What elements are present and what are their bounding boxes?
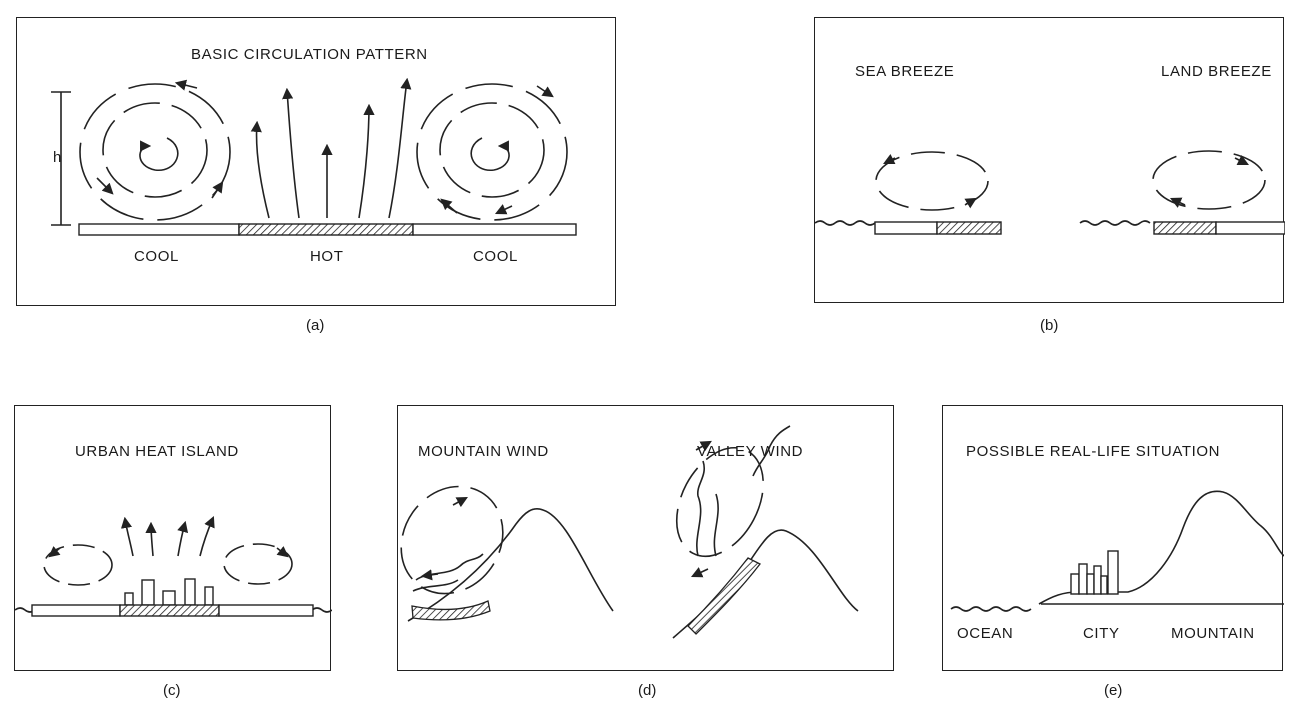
valley-wind-plume-3 <box>713 493 719 557</box>
caption-c: (c) <box>163 682 181 699</box>
valley-wind-plume-1 <box>752 425 791 477</box>
left-mountain-outline <box>407 508 614 622</box>
left-vortex-arrow-3 <box>211 181 224 199</box>
valley-wind-arrow-2 <box>690 567 709 578</box>
mountain-wind-arrow-1 <box>452 496 468 508</box>
panel-title: BASIC CIRCULATION PATTERN <box>191 46 428 63</box>
ocean-waves <box>950 606 1032 612</box>
left-vortex-arrow-2 <box>174 79 198 91</box>
mountain-wind-flow-2 <box>412 579 459 592</box>
valley-wind-plume-2 <box>696 460 705 557</box>
mountain-wind-slope-hatch <box>411 600 491 621</box>
cool-label-left: COOL <box>134 248 179 265</box>
valley-wind-slope-hatch <box>687 557 761 635</box>
urban-ground-right <box>218 604 314 617</box>
sea-land-breeze-diagram <box>815 150 1285 235</box>
hot-label: HOT <box>310 248 344 265</box>
rising-arrow-4 <box>358 103 375 219</box>
panel-real-life-situation: POSSIBLE REAL-LIFE SITUATION OCEAN CITY … <box>942 405 1284 671</box>
mountain-wind-title: MOUNTAIN WIND <box>418 443 549 460</box>
cool-ground-right <box>412 223 577 236</box>
right-vortex-arrow-3 <box>494 204 513 215</box>
sea-breeze-water-strip <box>874 221 938 235</box>
sea-breeze-land-strip <box>936 221 1002 235</box>
panel-mountain-valley-wind: MOUNTAIN WIND VALLEY WIND <box>397 405 894 671</box>
urban-water-right <box>311 607 332 613</box>
height-label: h <box>53 149 62 166</box>
caption-e: (e) <box>1104 682 1123 699</box>
land-breeze-land-strip <box>1215 221 1285 235</box>
urban-heat-island-title: URBAN HEAT ISLAND <box>75 443 239 460</box>
rising-arrow-1 <box>250 120 270 219</box>
left-vortex-arrow-1 <box>96 177 114 195</box>
sea-breeze-arrow-1 <box>882 153 896 165</box>
left-vortex-middle <box>102 102 208 198</box>
city-label: CITY <box>1083 625 1120 642</box>
sea-breeze-arrow-2 <box>964 197 977 209</box>
valley-wind-title: VALLEY WIND <box>697 443 804 460</box>
panel-basic-circulation: BASIC CIRCULATION PATTERN h COOL HOT COO… <box>16 17 616 306</box>
left-vortex-outer <box>79 83 231 221</box>
urban-left-loop <box>43 544 113 586</box>
basic-circulation-diagram <box>51 77 577 236</box>
panel-urban-heat-island: URBAN HEAT ISLAND <box>14 405 332 671</box>
urban-city-ground <box>119 604 220 617</box>
right-vortex-outer <box>416 83 568 221</box>
land-breeze-loop <box>1152 150 1266 210</box>
panel-sea-land-breeze: SEA BREEZE LAND BREEZE <box>814 17 1285 303</box>
sea-breeze-loop <box>875 151 989 211</box>
valley-wind-loop <box>675 446 765 558</box>
mountain-wind-flow-1 <box>415 553 484 581</box>
caption-d: (d) <box>638 682 657 699</box>
cool-ground-left <box>78 223 240 236</box>
left-vortex-inner <box>139 137 179 171</box>
sea-breeze-title: SEA BREEZE <box>855 63 955 80</box>
city-buildings <box>1070 550 1119 595</box>
caption-b: (b) <box>1040 317 1059 334</box>
urban-right-loop <box>223 543 293 585</box>
mountain-label: MOUNTAIN <box>1171 625 1255 642</box>
ocean-label: OCEAN <box>957 625 1014 642</box>
caption-a: (a) <box>306 317 325 334</box>
land-breeze-title: LAND BREEZE <box>1161 63 1272 80</box>
urban-rising-arrow-3 <box>177 520 189 557</box>
valley-wind-arrow-1 <box>695 440 712 452</box>
mountain-wind-loop <box>400 485 504 595</box>
sea-waves-right <box>1079 220 1151 226</box>
urban-left-arrow <box>48 546 61 558</box>
sea-waves-left <box>815 220 876 226</box>
land-breeze-arrow-2 <box>1169 197 1186 208</box>
real-life-situation-diagram <box>950 490 1284 612</box>
cool-label-right: COOL <box>473 248 518 265</box>
urban-rising-arrow-1 <box>120 516 134 557</box>
rising-arrow-5 <box>388 77 412 219</box>
urban-buildings <box>124 578 214 606</box>
right-vortex-arrow-2 <box>536 85 554 98</box>
land-breeze-water-strip <box>1153 221 1217 235</box>
real-life-title: POSSIBLE REAL-LIFE SITUATION <box>966 443 1221 460</box>
urban-rising-arrow-4 <box>199 515 215 557</box>
right-vortex-inner <box>470 137 510 171</box>
urban-heat-island-diagram <box>15 515 332 617</box>
urban-right-arrow <box>276 546 289 558</box>
right-vortex-arrow-1 <box>440 198 458 214</box>
urban-ground-left <box>31 604 121 617</box>
mountain-valley-wind-diagram <box>400 425 859 639</box>
land-breeze-arrow-1 <box>1234 154 1250 166</box>
right-vortex-middle <box>439 102 545 198</box>
urban-rising-arrow-2 <box>145 521 157 557</box>
hot-ground <box>238 223 414 236</box>
rising-arrow-2 <box>282 87 300 219</box>
